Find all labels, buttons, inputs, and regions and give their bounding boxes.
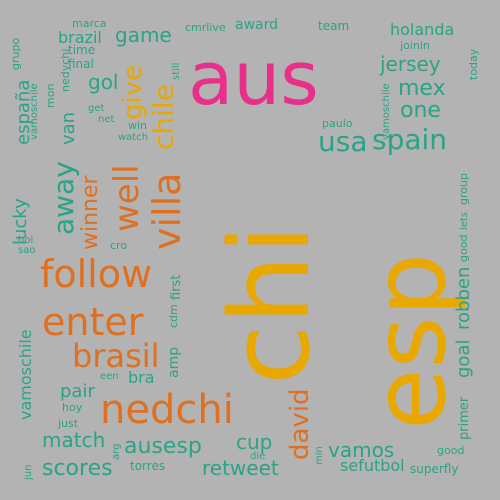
word-chile: chile [147,84,180,150]
word-team: team [318,19,350,33]
word-jun: jun [23,464,34,480]
word-still: still [171,62,182,80]
word-joinin: joinin [400,39,430,52]
word-vamoschile-left: vamoschile [16,329,35,420]
word-win: win [128,119,148,132]
word-primer: primer [457,396,472,440]
word-sefutbol: sefutbol [340,456,405,475]
word-retweet: retweet [202,456,279,480]
word-good: good [457,234,470,262]
word-net: net [98,114,115,125]
word-van: van [58,111,79,145]
word-lets: lets [459,211,470,230]
word-holanda: holanda [390,20,455,39]
word-die: die [250,451,266,462]
word-well: well [107,164,147,232]
word-arg: arg [111,443,122,460]
word-superfly: superfly [410,462,459,476]
word-villa: villa [145,172,189,250]
word-one: one [400,98,441,123]
word-spain: spain [372,123,448,156]
word-esp: esp [351,252,468,430]
word-een: een [100,371,119,382]
word-aus: aus [188,36,319,122]
word-hol: hol [18,235,34,246]
word-pair: pair [60,381,95,402]
word-sao: sao [18,245,36,256]
word-group: group [457,173,470,205]
word-goal: goal [453,339,474,378]
word-david: david [285,388,315,460]
word-jersey: jersey [380,52,441,76]
word-good-bottom: good [437,444,465,457]
word-time: time [68,43,96,57]
word-amp: amp [166,346,182,378]
word-first: first [169,274,184,300]
word-award: award [235,17,279,33]
word-match: match [42,428,106,452]
word-vamoschile-top: vamoschile [29,83,40,140]
word-gol: gol [88,70,119,94]
word-winner: winner [78,175,103,250]
word-chi: chi [206,224,334,385]
word-watch: watch [118,132,149,143]
word-today: today [467,48,480,80]
word-cro: cro [110,239,128,252]
word-scores: scores [42,456,113,481]
word-away: away [47,161,80,235]
word-torres: torres [130,459,166,473]
word-brasil: brasil [72,337,160,375]
word-ausesp: ausesp [124,434,202,459]
word-robben: robben [453,266,474,330]
word-follow: follow [40,252,153,296]
word-final: final [68,57,94,71]
word-cmrlive: cmrlive [185,21,226,34]
word-game: game [115,23,172,47]
word-give: give [118,64,148,120]
word-mon: mon [44,83,57,108]
word-cup: cup [236,430,273,454]
word-enter: enter [42,300,144,344]
word-get: get [88,103,105,114]
word-bra: bra [128,368,155,387]
word-vamoschile-right: vamoschile [381,83,392,140]
word-usa: usa [318,125,368,158]
word-min: min [314,446,325,465]
word-cdm: cdm [167,304,180,328]
word-marca: marca [72,17,107,30]
word-vamos: vamos [328,438,395,462]
word-nedchi: nedchi [100,387,234,433]
word-hoy: hoy [62,401,83,414]
word-mex: mex [398,76,446,101]
word-paulo: paulo [322,117,353,130]
word-nedychi: nedychi [59,48,72,92]
word-grupo: grupo [9,37,22,70]
word-brazil: brazil [58,28,102,47]
word-just: just [58,417,79,430]
